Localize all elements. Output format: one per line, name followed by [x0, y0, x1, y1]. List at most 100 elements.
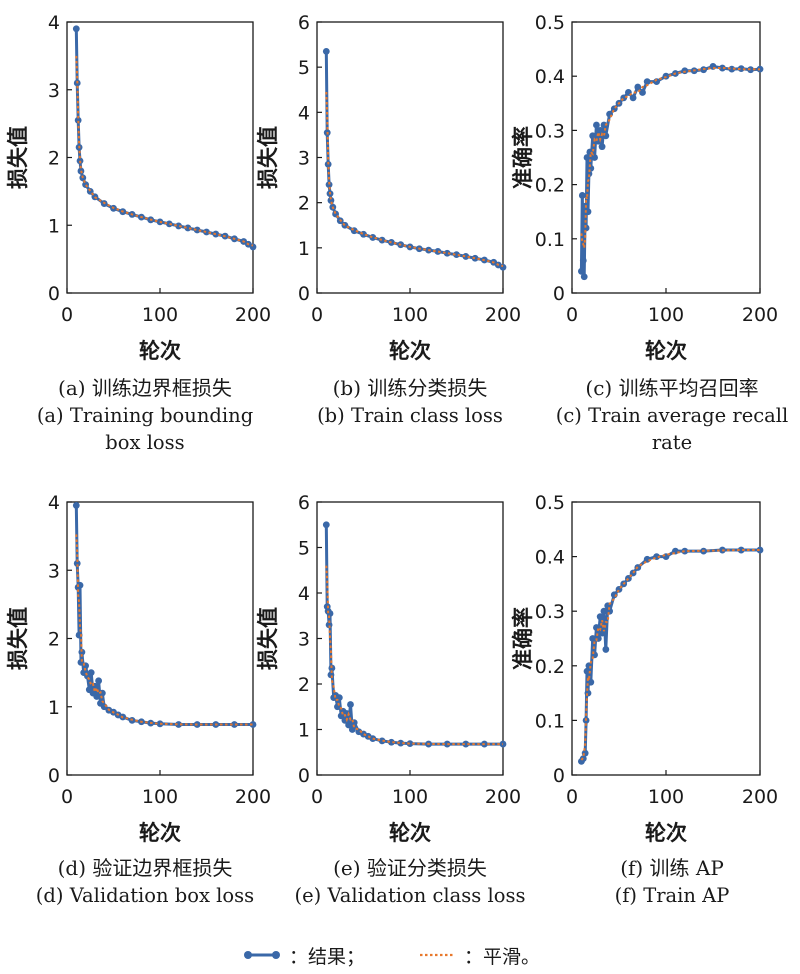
y-tick-label: 1 — [298, 238, 310, 260]
result-point — [406, 740, 414, 748]
y-tick-label: 2 — [298, 674, 310, 696]
result-point — [596, 613, 604, 621]
axes-frame — [66, 501, 254, 776]
y-tick-label: 0 — [298, 283, 310, 305]
result-point — [499, 740, 507, 748]
result-point — [596, 126, 604, 134]
x-tick-label: 100 — [142, 304, 178, 326]
y-axis-label: 损失值 — [6, 607, 30, 670]
result-point — [72, 502, 80, 509]
result-point — [643, 78, 651, 86]
x-tick-label: 0 — [311, 304, 323, 326]
chart-panel-d: 0 1 2 3 4 0 100 200 轮次 损失值 — [6, 492, 271, 845]
chart-panel-e: 0 1 2 3 4 5 6 0 100 200 轮次 损失值 — [256, 492, 521, 845]
result-series-line — [74, 28, 254, 249]
y-tick-label: 1 — [48, 215, 60, 237]
result-point — [579, 257, 587, 264]
result-point — [756, 546, 764, 554]
x-tick-label: 200 — [742, 786, 778, 808]
caption-cn: (f) 训练 AP — [620, 856, 724, 880]
result-point — [334, 703, 341, 711]
caption-cn: (e) 验证分类损失 — [333, 856, 487, 880]
result-point — [719, 64, 726, 72]
result-point — [600, 607, 608, 615]
result-point — [73, 560, 81, 567]
chart-panel-a: 0 1 2 3 4 0 100 200 轮次 损失值 — [6, 12, 271, 363]
x-tick-label: 200 — [485, 786, 521, 808]
y-tick-label: 4 — [48, 12, 60, 34]
result-point — [443, 740, 451, 748]
smooth-series-line — [75, 55, 254, 247]
y-tick-label: 0.1 — [535, 229, 565, 251]
y-axis-label: 准确率 — [511, 607, 535, 670]
x-tick-label: 200 — [235, 786, 271, 808]
y-tick-label: 0.5 — [535, 12, 565, 34]
x-tick-label: 100 — [648, 304, 684, 326]
x-axis-label: 轮次 — [139, 339, 181, 363]
y-tick-label: 2 — [298, 193, 310, 215]
result-point — [328, 664, 336, 672]
x-tick-label: 100 — [142, 786, 178, 808]
smooth-series-line — [580, 549, 760, 761]
result-point — [322, 47, 330, 55]
result-point — [462, 253, 470, 260]
y-tick-label: 3 — [298, 148, 310, 170]
y-tick-label: 3 — [48, 80, 60, 102]
y-tick-label: 0.4 — [535, 66, 565, 88]
result-point — [325, 621, 333, 629]
result-point — [585, 170, 593, 178]
y-tick-label: 2 — [48, 148, 60, 170]
legend-result-swatch — [244, 951, 280, 959]
caption-cn: (a) 训练边界框损失 — [58, 376, 232, 400]
result-point — [591, 154, 598, 161]
y-tick-label: 6 — [298, 492, 310, 514]
result-point — [600, 121, 608, 129]
y-tick-label: 0 — [553, 765, 565, 787]
result-series-line — [324, 51, 504, 269]
caption-en-line: (c) Train average recall — [555, 404, 789, 427]
result-point — [453, 251, 460, 259]
axes-frame — [571, 21, 761, 294]
result-point — [388, 738, 395, 746]
chart-panel-f: 0 0.1 0.2 0.3 0.4 0.5 0 100 200 轮次 准确率 — [511, 492, 778, 845]
x-axis-label: 轮次 — [645, 339, 687, 363]
result-point — [499, 263, 507, 271]
result-point — [397, 739, 405, 747]
caption-d: (d) 验证边界框损失 (d) Validation box loss — [0, 855, 295, 909]
result-point — [93, 693, 101, 700]
x-tick-label: 0 — [61, 786, 73, 808]
result-point — [184, 224, 192, 232]
caption-b: (b) 训练分类损失 (b) Train class loss — [260, 375, 560, 429]
y-tick-label: 1 — [298, 720, 310, 742]
legend-smooth-swatch — [420, 953, 454, 957]
caption-f: (f) 训练 AP (f) Train AP — [522, 855, 800, 909]
result-point — [203, 228, 210, 236]
y-tick-label: 0.3 — [535, 120, 565, 142]
result-point — [249, 243, 257, 251]
x-axis-label: 轮次 — [139, 821, 181, 845]
result-series-line — [324, 524, 503, 746]
result-point — [175, 721, 183, 728]
x-tick-label: 100 — [392, 786, 428, 808]
result-point — [584, 208, 592, 216]
legend-result-label: ：结果； — [289, 945, 366, 968]
result-series-line — [579, 64, 761, 279]
x-axis-label: 轮次 — [645, 821, 687, 845]
y-axis-label: 损失值 — [256, 126, 280, 189]
smooth-series-line — [75, 534, 253, 726]
y-axis-label: 准确率 — [511, 126, 535, 189]
x-tick-label: 0 — [61, 304, 73, 326]
x-tick-label: 100 — [392, 304, 428, 326]
result-point — [593, 121, 600, 129]
result-point — [231, 721, 238, 728]
y-tick-label: 0.5 — [535, 492, 565, 514]
y-tick-label: 0 — [553, 283, 565, 305]
result-point — [434, 248, 442, 255]
y-tick-label: 0.2 — [535, 656, 565, 678]
result-point — [639, 89, 646, 96]
y-tick-label: 3 — [298, 629, 310, 651]
y-tick-label: 5 — [298, 57, 310, 79]
caption-e: (e) 验证分类损失 (e) Validation class loss — [260, 855, 560, 909]
result-point — [78, 648, 86, 656]
y-tick-label: 6 — [298, 12, 310, 34]
